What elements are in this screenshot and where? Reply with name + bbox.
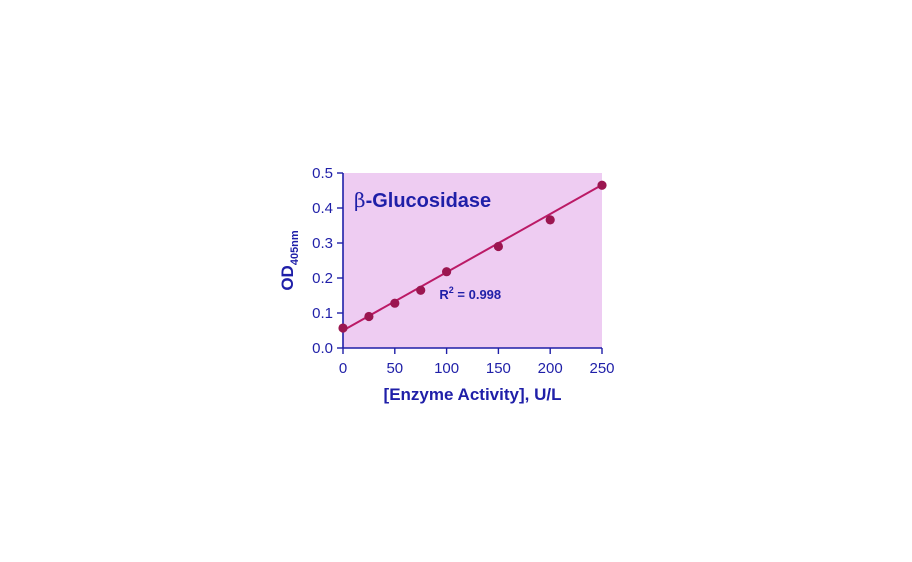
regression-line (342, 184, 603, 332)
x-tick-label: 250 (589, 360, 614, 377)
data-point (338, 323, 348, 333)
r-squared-annotation: R2 = 0.998 (439, 285, 501, 302)
x-tick-label: 100 (434, 360, 459, 377)
x-tick-label: 50 (386, 360, 403, 377)
r-squared-superscript: 2 (449, 285, 454, 295)
x-axis-ticks: 0 50 100 150 200 250 (339, 348, 615, 377)
y-tick-label: 0.3 (312, 235, 333, 252)
y-axis-title-subscript: 405nm (289, 230, 301, 265)
x-tick-label: 200 (538, 360, 563, 377)
data-point (364, 311, 374, 322)
y-axis-ticks: 0.0 0.1 0.2 0.3 0.4 0.5 (312, 165, 343, 357)
chart-title: β-Glucosidase (354, 188, 491, 212)
data-point (442, 267, 452, 277)
y-axis-title: OD405nm (278, 230, 301, 291)
x-axis-title: [Enzyme Activity], U/L (384, 385, 562, 404)
data-point (493, 241, 503, 252)
chart-title-text: -Glucosidase (366, 190, 492, 212)
data-points (338, 180, 607, 333)
y-axis-title-main: OD (278, 265, 297, 291)
data-point (416, 285, 426, 295)
x-tick-label: 150 (486, 360, 511, 377)
data-point (545, 215, 555, 225)
chart-title-symbol: β (354, 188, 366, 212)
data-point (597, 180, 607, 190)
r-squared-value: = 0.998 (454, 287, 501, 302)
plot-area-background (343, 173, 602, 348)
x-tick-label: 0 (339, 360, 347, 377)
y-tick-label: 0.2 (312, 270, 333, 287)
y-tick-label: 0.4 (312, 200, 333, 217)
y-tick-label: 0.5 (312, 165, 333, 182)
data-point (390, 298, 400, 308)
y-tick-label: 0.1 (312, 305, 333, 322)
r-squared-label: R (439, 287, 449, 302)
y-tick-label: 0.0 (312, 340, 333, 357)
